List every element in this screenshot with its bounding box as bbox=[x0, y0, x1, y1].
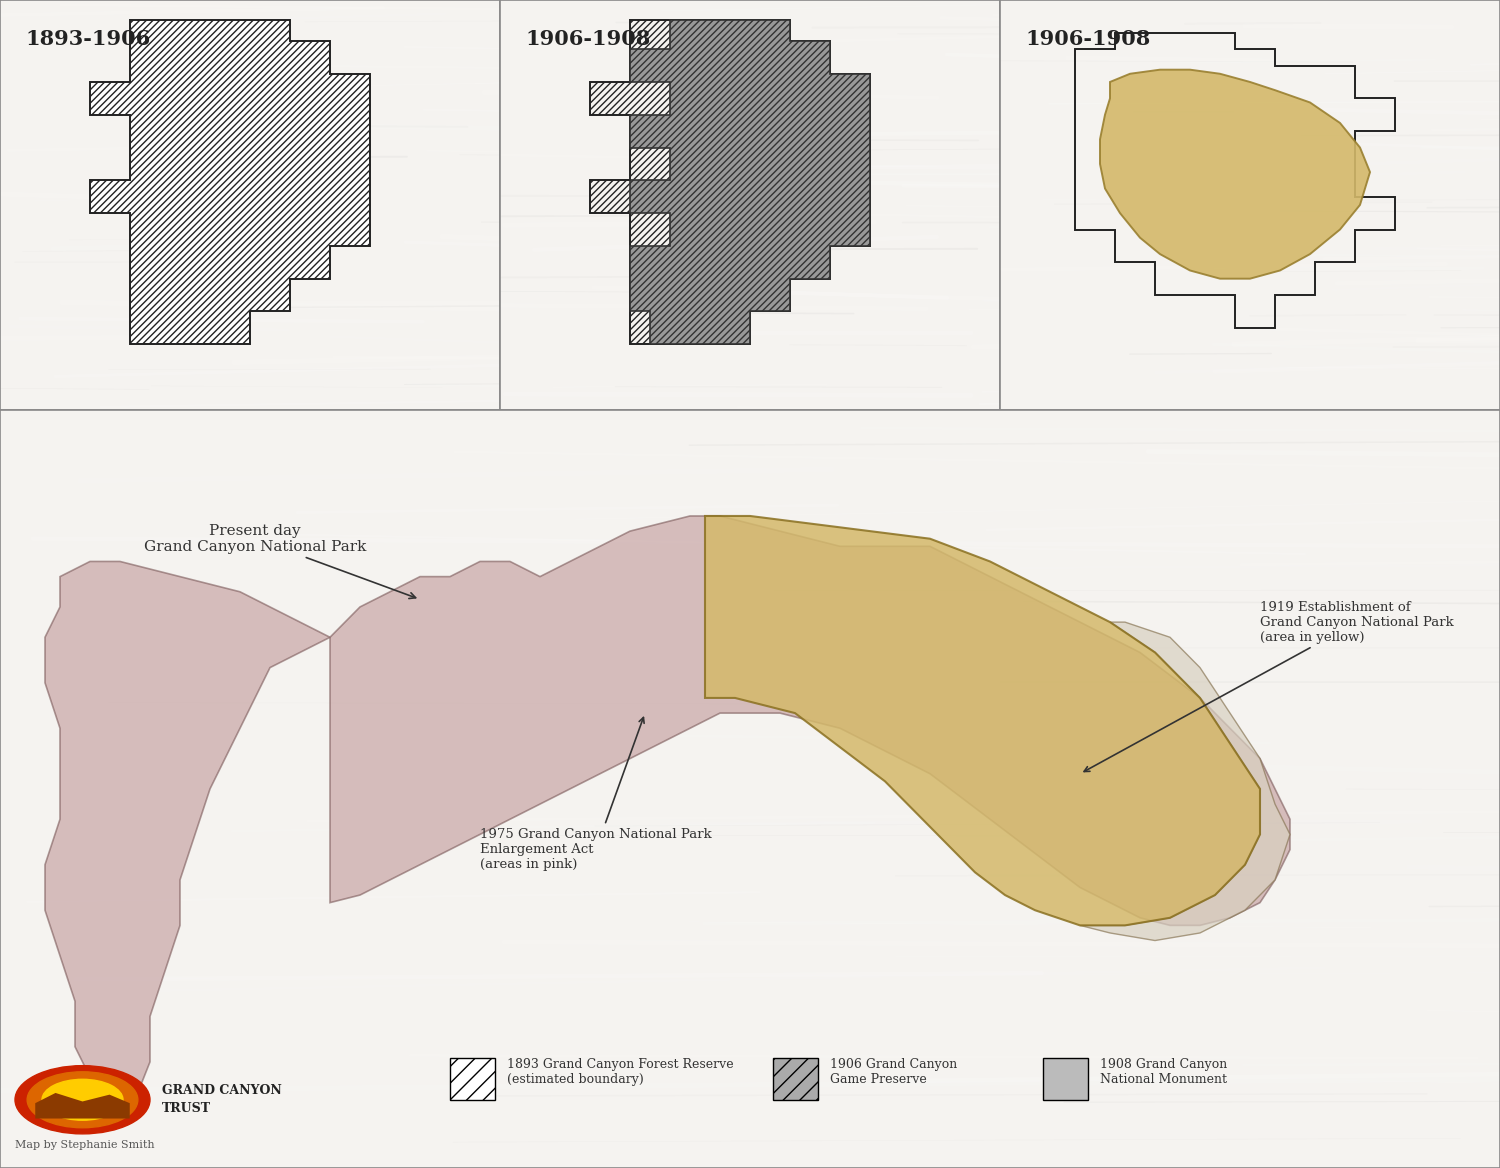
Circle shape bbox=[42, 1079, 123, 1120]
Polygon shape bbox=[630, 21, 870, 345]
Text: Map by Stephanie Smith: Map by Stephanie Smith bbox=[15, 1140, 154, 1150]
Polygon shape bbox=[330, 516, 1290, 925]
Polygon shape bbox=[90, 21, 370, 345]
Text: GRAND CANYON: GRAND CANYON bbox=[162, 1084, 282, 1097]
Text: 1893 Grand Canyon Forest Reserve
(estimated boundary): 1893 Grand Canyon Forest Reserve (estima… bbox=[507, 1058, 734, 1086]
Text: 1893-1906: 1893-1906 bbox=[26, 29, 150, 49]
Polygon shape bbox=[590, 21, 870, 345]
Circle shape bbox=[27, 1072, 138, 1128]
Text: Present day
Grand Canyon National Park: Present day Grand Canyon National Park bbox=[144, 523, 416, 598]
Text: 1919 Establishment of
Grand Canyon National Park
(area in yellow): 1919 Establishment of Grand Canyon Natio… bbox=[1084, 600, 1454, 772]
Text: 1906-1908: 1906-1908 bbox=[1024, 29, 1150, 49]
Circle shape bbox=[15, 1065, 150, 1134]
Polygon shape bbox=[1080, 623, 1290, 940]
Text: TRUST: TRUST bbox=[162, 1103, 211, 1115]
Bar bbox=[1042, 1058, 1088, 1100]
Polygon shape bbox=[705, 516, 1260, 925]
Bar bbox=[450, 1058, 495, 1100]
Text: 1975 Grand Canyon National Park
Enlargement Act
(areas in pink): 1975 Grand Canyon National Park Enlargem… bbox=[480, 717, 711, 871]
Text: 1908 Grand Canyon
National Monument: 1908 Grand Canyon National Monument bbox=[1100, 1058, 1227, 1086]
Text: 1906-1908: 1906-1908 bbox=[525, 29, 651, 49]
Text: 1906 Grand Canyon
Game Preserve: 1906 Grand Canyon Game Preserve bbox=[830, 1058, 957, 1086]
Polygon shape bbox=[1100, 70, 1370, 279]
Polygon shape bbox=[45, 562, 330, 1107]
Polygon shape bbox=[36, 1093, 129, 1119]
Bar bbox=[772, 1058, 818, 1100]
